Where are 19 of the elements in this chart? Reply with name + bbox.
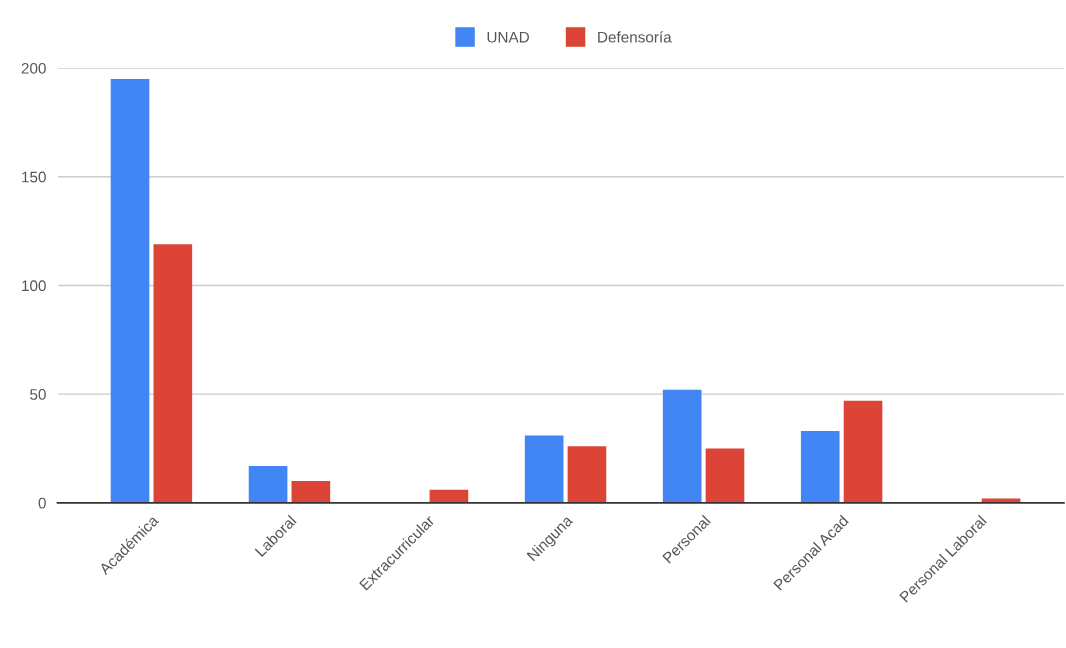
legend-label: Defensoría: [598, 31, 672, 43]
bar: [291, 481, 331, 503]
bar: [153, 244, 193, 503]
y-tick-label: 0: [38, 497, 46, 509]
legend-label: UNAD: [487, 31, 529, 43]
bar: [429, 489, 469, 503]
bar: [662, 389, 702, 503]
bar: [248, 465, 288, 503]
bar: [843, 400, 883, 503]
bar: [567, 446, 607, 503]
bar: [524, 435, 564, 503]
bar: [705, 448, 745, 503]
y-tick-label: 200: [21, 62, 46, 74]
bar: [981, 498, 1021, 503]
bar: [800, 431, 840, 503]
y-tick-label: 100: [22, 280, 46, 292]
bar: [110, 78, 150, 503]
y-tick-label: 150: [22, 171, 46, 183]
y-tick-label: 50: [30, 389, 46, 400]
